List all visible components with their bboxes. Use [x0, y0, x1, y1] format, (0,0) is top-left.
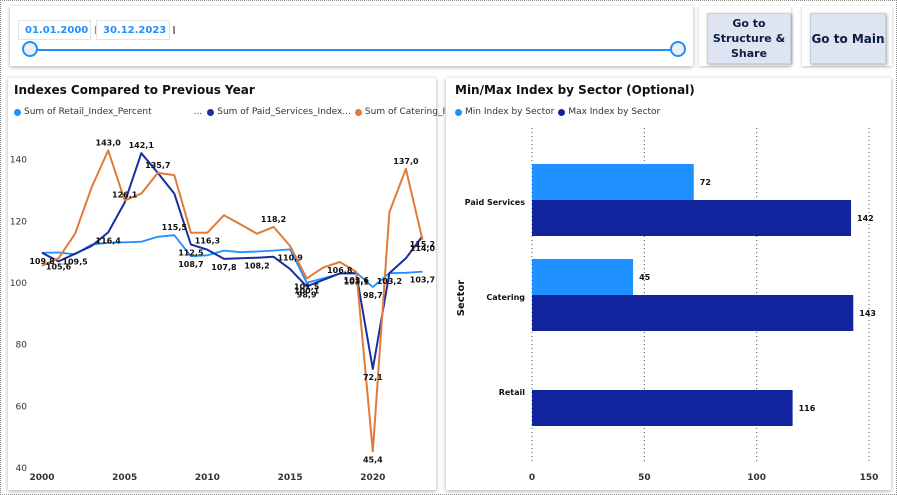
go-to-main-label: Go to Main — [811, 31, 885, 46]
slider-end-handle[interactable] — [670, 41, 686, 57]
bar-value-label: 142 — [857, 214, 874, 223]
y-axis-title: Sector — [456, 280, 467, 317]
data-label: 108,2 — [244, 262, 269, 271]
data-label: 109,5 — [62, 258, 88, 267]
y-tick-label: 100 — [10, 279, 27, 289]
legend-swatch-retail — [14, 108, 21, 116]
category-label: Retail — [499, 388, 526, 397]
calendar-icon[interactable] — [173, 26, 176, 34]
line-chart-title: Indexes Compared to Previous Year — [14, 83, 255, 97]
bar-max — [532, 390, 793, 426]
data-label: 107,8 — [211, 263, 237, 272]
go-to-main-button[interactable]: Go to Main — [810, 13, 886, 64]
data-label: 114,0 — [410, 244, 436, 253]
bar-max — [532, 200, 852, 236]
data-label: 101,5 — [294, 282, 320, 291]
data-label: 135,7 — [145, 161, 170, 170]
y-tick-label: 80 — [16, 341, 28, 351]
x-tick-label: 2000 — [29, 473, 54, 483]
data-label: 110,9 — [277, 253, 303, 262]
data-label: 143,0 — [96, 138, 122, 147]
bar-min — [532, 164, 694, 200]
series-line-paid-services — [41, 152, 424, 370]
legend-item-max[interactable]: Max Index by Sector — [568, 107, 661, 117]
data-label: 108,7 — [178, 260, 203, 269]
data-label: 103,7 — [410, 276, 435, 285]
data-label: 72,1 — [363, 373, 383, 382]
x-tick-label: 150 — [860, 473, 879, 483]
bar-max — [532, 295, 854, 331]
series-line-retail — [41, 234, 423, 288]
legend-item-retail[interactable]: Sum of Retail_Index_Percent — [24, 107, 152, 117]
data-label: 109,8 — [29, 257, 55, 266]
y-tick-label: 140 — [10, 156, 27, 166]
data-label: 112,5 — [178, 248, 204, 257]
bar-value-label: 72 — [700, 178, 711, 187]
data-label: 116,4 — [96, 236, 122, 245]
data-label: 105,6 — [46, 262, 72, 271]
legend-more-ellipsis[interactable]: ... — [193, 107, 203, 117]
category-label: Catering — [486, 293, 525, 302]
x-tick-label: 100 — [747, 473, 766, 483]
bar-min — [532, 259, 634, 295]
data-label: 126,1 — [112, 191, 138, 200]
x-tick-label: 50 — [638, 473, 651, 483]
slider-start-handle[interactable] — [22, 41, 38, 57]
legend-swatch-catering — [354, 108, 362, 116]
date-slicer-panel: 01.01.2000 30.12.2023 — [10, 6, 693, 66]
data-label: 103,2 — [377, 277, 402, 286]
line-chart-panel — [8, 78, 436, 490]
data-label: 100,1 — [294, 287, 320, 296]
x-tick-label: 2020 — [360, 473, 385, 483]
data-label: 137,0 — [393, 157, 419, 166]
end-date-input[interactable]: 30.12.2023 — [96, 20, 176, 40]
legend-swatch-max — [558, 108, 566, 116]
data-label: 98,9 — [297, 290, 317, 299]
category-label: Paid Services — [465, 198, 526, 207]
data-label: 118,2 — [261, 215, 286, 224]
data-label: 103,6 — [344, 276, 370, 285]
data-label: 115,2 — [410, 240, 435, 249]
bar-value-label: 45 — [639, 273, 651, 282]
series-line-catering — [41, 149, 424, 453]
go-to-structure-share-label: Go to Structure & Share — [712, 17, 786, 60]
bar-value-label: 116 — [799, 404, 816, 413]
legend-item-paid-services[interactable]: Sum of Paid_Services_Index... — [217, 107, 351, 117]
data-label: 116,3 — [195, 237, 220, 246]
data-label: 106,8 — [327, 266, 353, 275]
end-date-value: 30.12.2023 — [103, 24, 167, 36]
line-chart-legend: Sum of Retail_Index_Percent ... Sum of P… — [14, 107, 465, 117]
start-date-value: 01.01.2000 — [25, 24, 89, 36]
data-label: 103,1 — [344, 277, 370, 286]
data-label: 98,7 — [363, 291, 383, 300]
data-label: 45,4 — [363, 455, 383, 464]
x-tick-label: 0 — [529, 473, 535, 483]
legend-item-min[interactable]: Min Index by Sector — [465, 107, 555, 117]
legend-swatch-min — [455, 108, 462, 116]
y-tick-label: 60 — [16, 402, 28, 412]
date-range-slider-track[interactable] — [30, 49, 678, 51]
y-tick-label: 120 — [10, 217, 27, 227]
bar-chart-title: Min/Max Index by Sector (Optional) — [455, 83, 695, 97]
legend-item-catering[interactable]: Sum of Catering_Ind... — [364, 107, 466, 117]
data-label: 115,5 — [162, 223, 188, 232]
legend-swatch-paid-services — [207, 108, 215, 116]
x-tick-label: 2015 — [278, 473, 303, 483]
y-tick-label: 40 — [16, 464, 28, 474]
x-tick-label: 2010 — [195, 473, 220, 483]
bar-value-label: 143 — [859, 309, 876, 318]
x-tick-label: 2005 — [112, 473, 137, 483]
bar-chart-legend: Min Index by Sector Max Index by Sector — [455, 107, 660, 117]
data-label: 142,1 — [129, 141, 155, 150]
go-to-structure-share-button[interactable]: Go to Structure & Share — [707, 13, 791, 64]
